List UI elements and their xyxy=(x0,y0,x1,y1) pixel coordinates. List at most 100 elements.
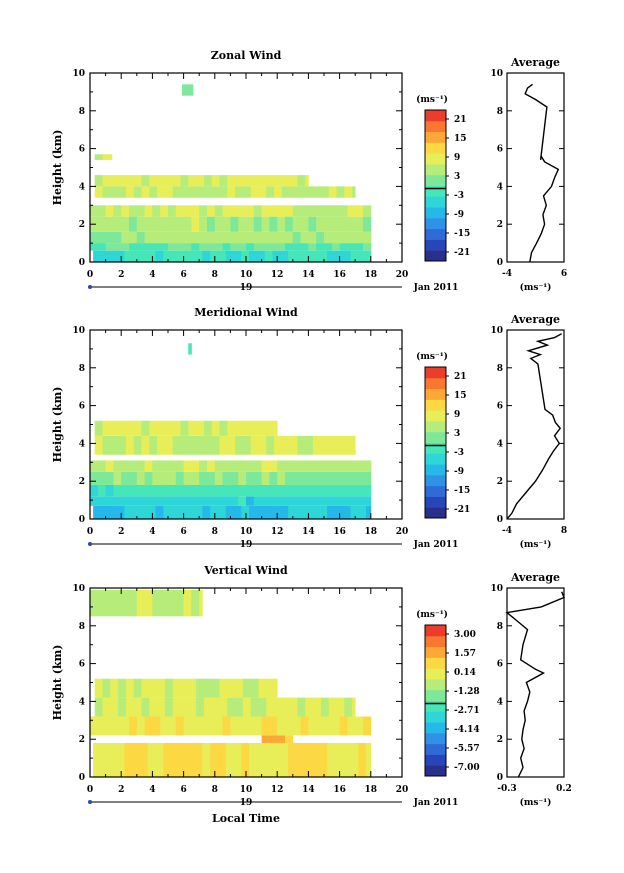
heatmap-cell xyxy=(355,471,364,485)
heatmap-cell xyxy=(172,186,181,198)
x-tick-label: 14 xyxy=(302,270,315,280)
heatmap-cell xyxy=(160,243,169,251)
heatmap-cell xyxy=(168,205,177,217)
heatmap-cell xyxy=(207,460,216,472)
heatmap-cell xyxy=(230,216,239,232)
heatmap-cell xyxy=(313,186,322,198)
heatmap-cell xyxy=(222,243,231,251)
heatmap-cell xyxy=(136,216,145,232)
y-tick-label: 10 xyxy=(72,326,85,336)
heatmap-cell xyxy=(217,250,227,262)
heatmap-cell xyxy=(249,250,258,262)
heatmap-cell xyxy=(144,471,153,485)
heatmap-cell xyxy=(246,243,255,251)
heatmap-cell xyxy=(172,435,181,455)
heatmap-cell xyxy=(210,742,219,777)
heatmap-cell xyxy=(347,460,356,472)
heatmap-cell xyxy=(183,205,192,217)
x-tick-label: 6 xyxy=(180,785,186,795)
heatmap-cell xyxy=(308,716,317,736)
heatmap-cell xyxy=(308,460,317,472)
heatmap-cell xyxy=(217,742,227,777)
heatmap-cell xyxy=(350,250,359,262)
heatmap-cell xyxy=(277,243,286,251)
y-tick-label: 8 xyxy=(79,622,85,632)
y-tick-label: 4 xyxy=(79,439,85,449)
heatmap-cell xyxy=(133,678,142,698)
heatmap-cell xyxy=(141,435,150,455)
heatmap-cell xyxy=(230,243,239,251)
heatmap-cell xyxy=(300,205,309,217)
heatmap-cell xyxy=(235,175,244,187)
heatmap-cell xyxy=(164,435,174,455)
heatmap-cell xyxy=(90,716,99,736)
x-tick-label: 20 xyxy=(396,527,409,537)
heatmap-cell xyxy=(125,435,135,455)
heatmap-cell xyxy=(113,496,122,506)
colorbar-tick-label: -3 xyxy=(454,191,464,201)
profile-title: Average xyxy=(510,571,560,584)
colorbar-tick-label: -9 xyxy=(454,210,464,220)
heatmap-cell xyxy=(339,716,348,736)
heatmap-cell xyxy=(300,460,309,472)
heatmap-cell xyxy=(292,460,301,472)
heatmap-cell xyxy=(238,484,247,497)
heatmap-cell xyxy=(288,742,297,777)
heatmap-cell xyxy=(199,243,208,251)
heatmap-cell xyxy=(144,243,153,251)
heatmap-cell xyxy=(163,250,172,262)
heatmap-cell xyxy=(289,697,298,717)
day-marker xyxy=(88,800,92,804)
heatmap-cell xyxy=(157,175,166,187)
colorbar-swatch xyxy=(425,163,446,176)
heatmap-cell xyxy=(168,589,177,617)
heatmap-cell xyxy=(124,742,133,777)
heatmap-cell xyxy=(202,742,211,777)
profile-frame xyxy=(506,329,565,520)
heatmap-cell xyxy=(238,716,247,736)
heatmap-cell xyxy=(136,716,145,736)
heatmap-cell xyxy=(336,435,345,455)
heatmap-cell xyxy=(172,697,181,717)
heatmap-cell xyxy=(191,484,200,497)
heatmap-cell xyxy=(110,420,119,436)
profile-title: Average xyxy=(510,313,560,326)
heatmap-cell xyxy=(269,231,278,244)
profile-y-tick-label: 2 xyxy=(497,735,503,745)
heatmap-cell xyxy=(269,460,278,472)
heatmap-cell xyxy=(285,243,294,251)
heatmap-cell xyxy=(207,243,216,251)
heatmap-cell xyxy=(277,460,286,472)
heatmap-cell xyxy=(253,460,262,472)
heatmap-cell xyxy=(274,420,278,436)
heatmap-cell xyxy=(352,186,356,198)
heatmap-cell xyxy=(331,496,340,506)
heatmap-cell xyxy=(308,231,317,244)
colorbar-swatch xyxy=(425,431,446,443)
colorbar-swatch xyxy=(425,496,446,508)
heatmap-cell xyxy=(94,420,103,436)
heatmap-cell xyxy=(105,484,114,497)
heatmap-cell xyxy=(238,231,247,244)
heatmap-cell xyxy=(264,250,273,262)
colorbar-swatch xyxy=(425,196,446,208)
colorbar-swatch xyxy=(425,217,446,230)
heatmap-cell xyxy=(319,250,328,262)
heatmap-cell xyxy=(124,250,133,262)
day-label: 19 xyxy=(240,798,253,808)
heatmap-cell xyxy=(180,186,189,198)
y-tick-label: 10 xyxy=(72,69,85,79)
profile-y-tick-label: 4 xyxy=(497,439,503,449)
heatmap-cell xyxy=(253,205,262,217)
heatmap-cell xyxy=(222,205,231,217)
colorbar-swatch xyxy=(425,185,446,197)
heatmap-cell xyxy=(266,697,275,717)
heatmap-cell xyxy=(97,216,106,232)
heatmap-cell xyxy=(246,496,255,506)
heatmap-cell xyxy=(160,205,169,217)
heatmap-cell xyxy=(324,496,333,506)
heatmap-cell xyxy=(168,496,177,506)
colorbar-unit: (ms⁻¹) xyxy=(416,351,448,362)
heatmap-cell xyxy=(199,471,208,485)
heatmap-cell xyxy=(203,678,213,698)
